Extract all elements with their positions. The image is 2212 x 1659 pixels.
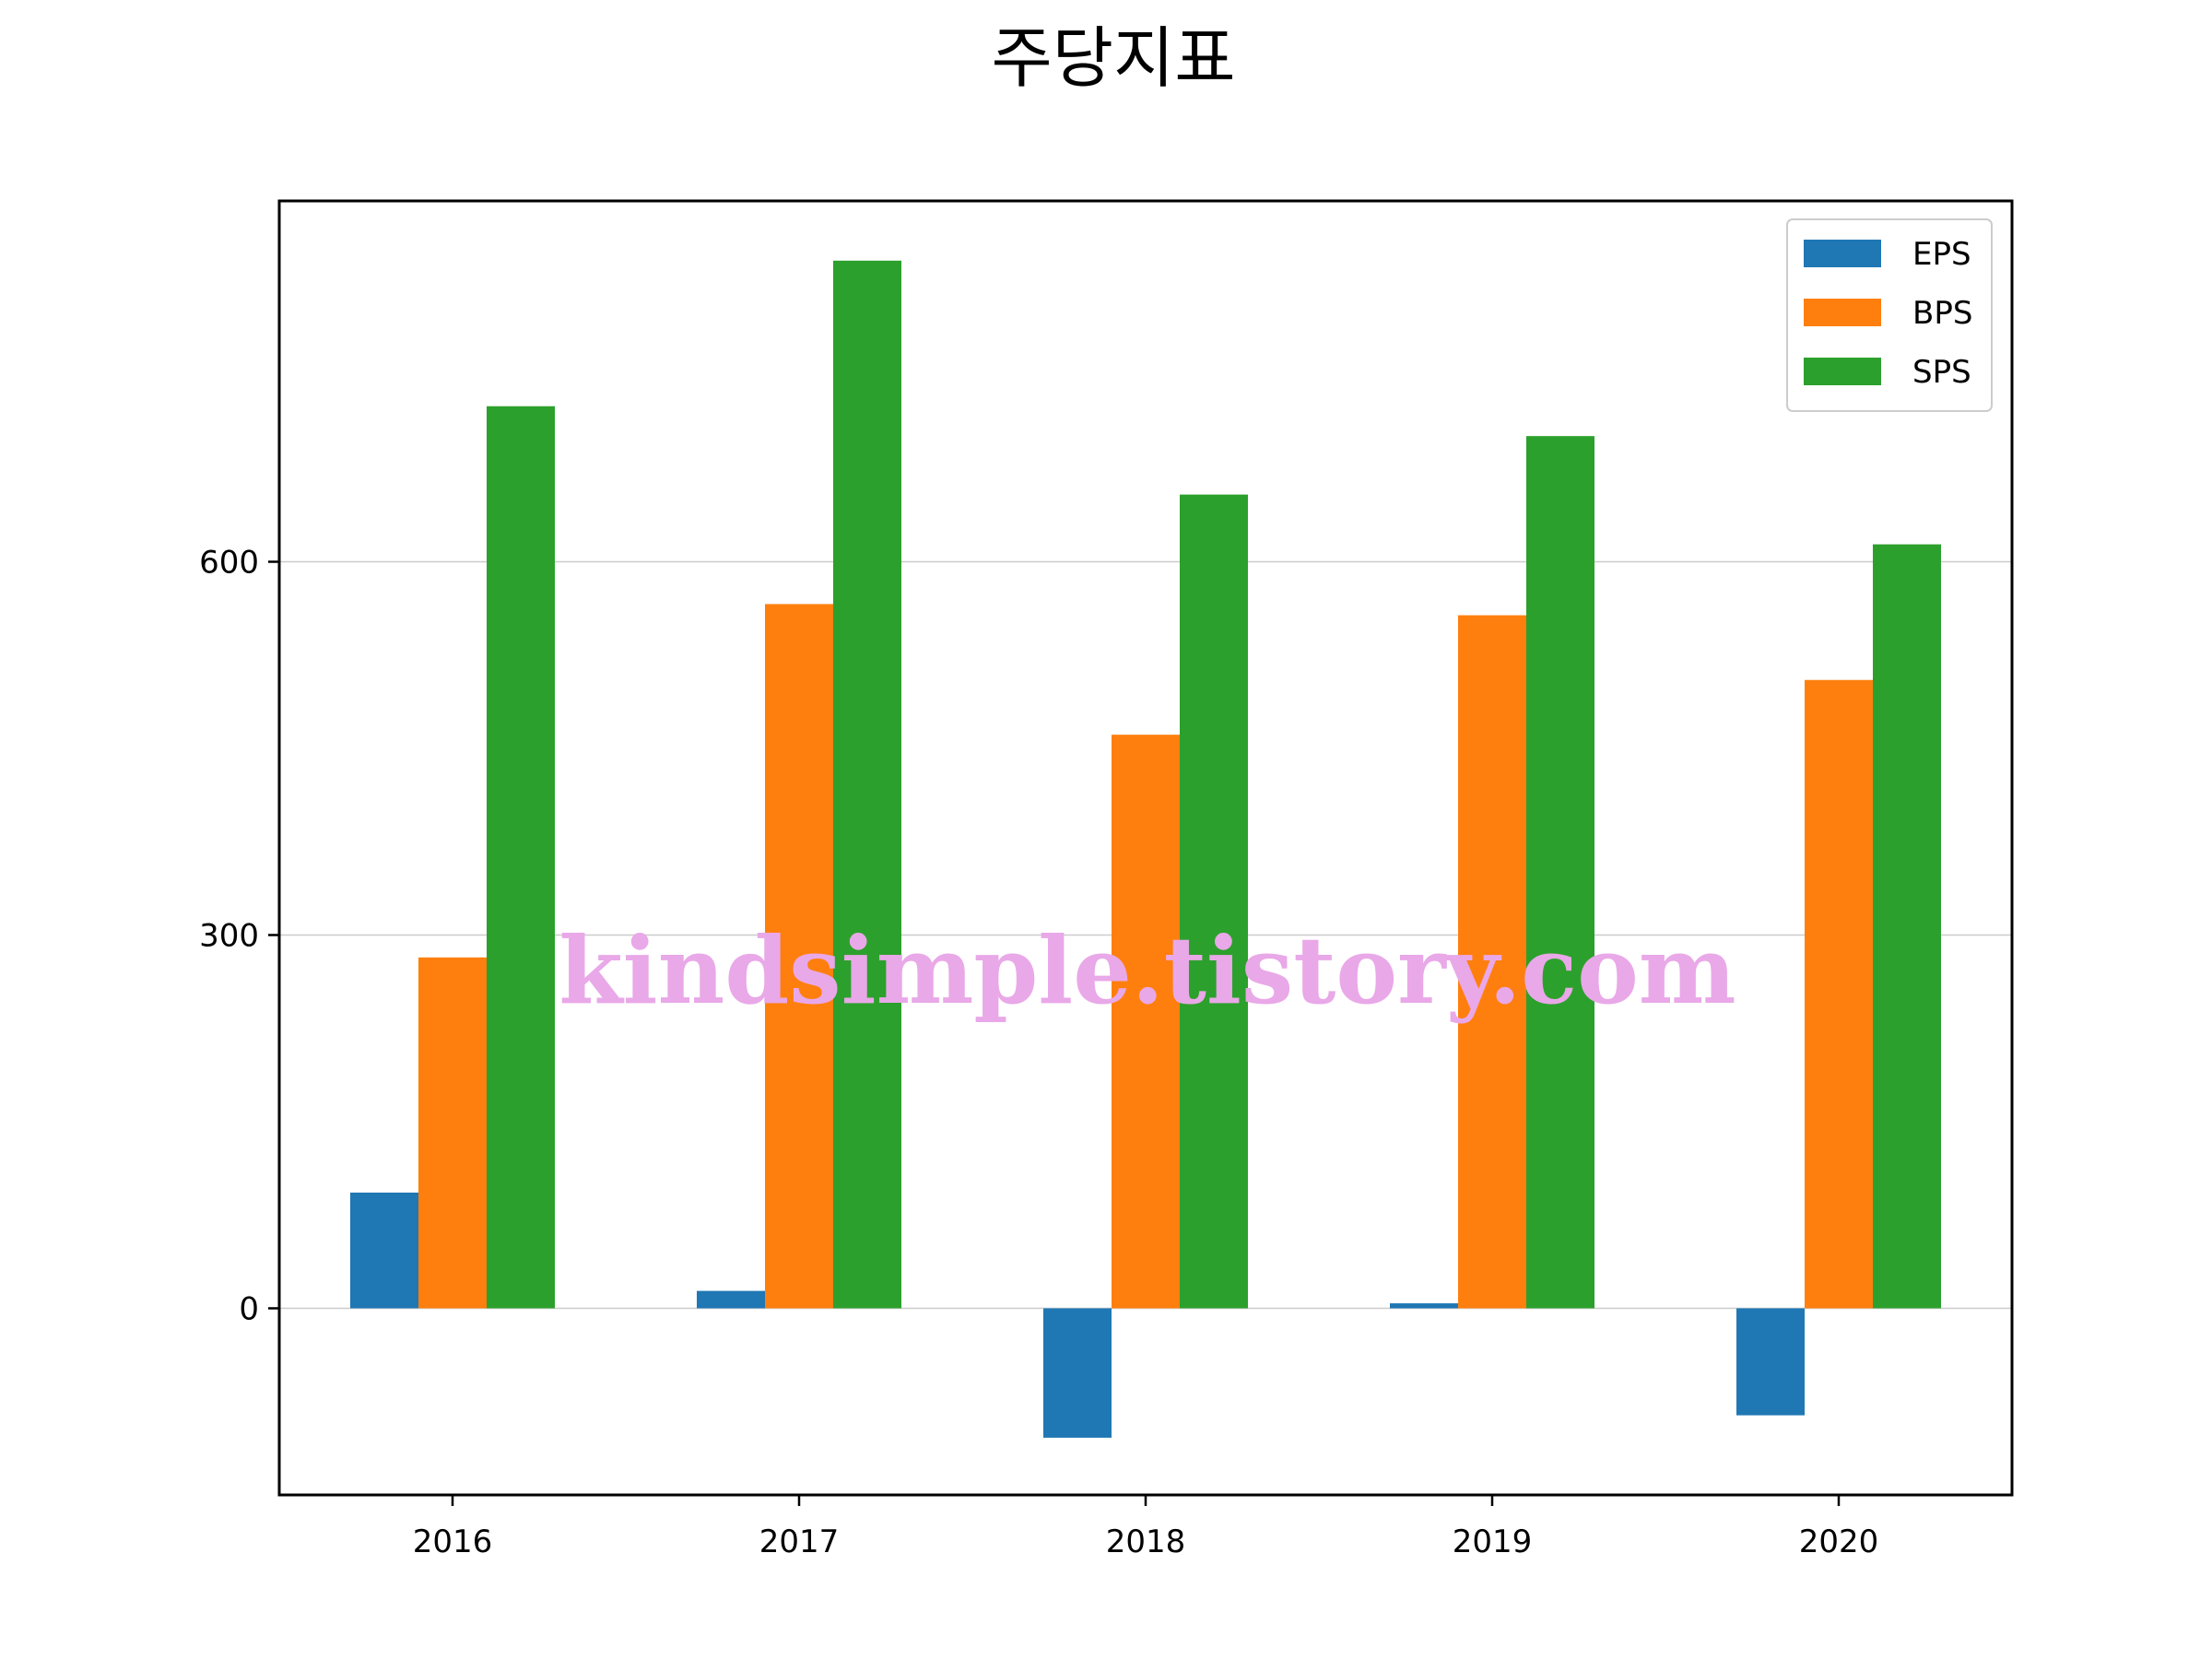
x-tick-label: 2016 <box>413 1524 493 1560</box>
bar-eps-2020 <box>1736 1308 1805 1416</box>
x-tick-label: 2019 <box>1453 1524 1533 1560</box>
bar-eps-2018 <box>1043 1308 1112 1438</box>
legend-label-eps: EPS <box>1912 236 1971 273</box>
chart-title: 주당지표 <box>992 19 1236 97</box>
legend-label-bps: BPS <box>1912 295 1972 332</box>
bar-eps-2019 <box>1390 1303 1458 1309</box>
watermark: kindsimple.tistory.com <box>559 916 1735 1025</box>
bar-bps-2019 <box>1458 615 1526 1309</box>
y-tick-label: 600 <box>199 545 259 582</box>
legend-swatch-sps <box>1804 358 1881 385</box>
bar-sps-2020 <box>1873 544 1941 1309</box>
bar-sps-2018 <box>1180 494 1248 1309</box>
bar-eps-2017 <box>697 1290 765 1309</box>
legend-swatch-eps <box>1804 240 1881 267</box>
bar-sps-2019 <box>1526 436 1594 1309</box>
bar-bps-2018 <box>1112 735 1180 1309</box>
bar-bps-2020 <box>1805 679 1873 1309</box>
x-tick-label: 2020 <box>1799 1524 1879 1560</box>
bar-bps-2016 <box>418 957 487 1309</box>
bars <box>350 260 1941 1438</box>
bar-sps-2016 <box>487 406 555 1309</box>
legend-swatch-bps <box>1804 299 1881 326</box>
bar-eps-2016 <box>350 1192 418 1309</box>
y-tick-label: 0 <box>239 1291 259 1328</box>
legend: EPS BPS SPS <box>1786 218 1993 412</box>
y-tick-label: 300 <box>199 918 259 955</box>
bar-bps-2017 <box>765 604 833 1309</box>
y-axis: 0 300 600 <box>199 545 279 1328</box>
x-tick-label: 2017 <box>759 1524 840 1560</box>
legend-label-sps: SPS <box>1912 354 1971 391</box>
x-axis: 2016 2017 2018 2019 2020 <box>413 1495 1879 1560</box>
x-tick-label: 2018 <box>1106 1524 1186 1560</box>
bar-sps-2017 <box>833 260 901 1309</box>
